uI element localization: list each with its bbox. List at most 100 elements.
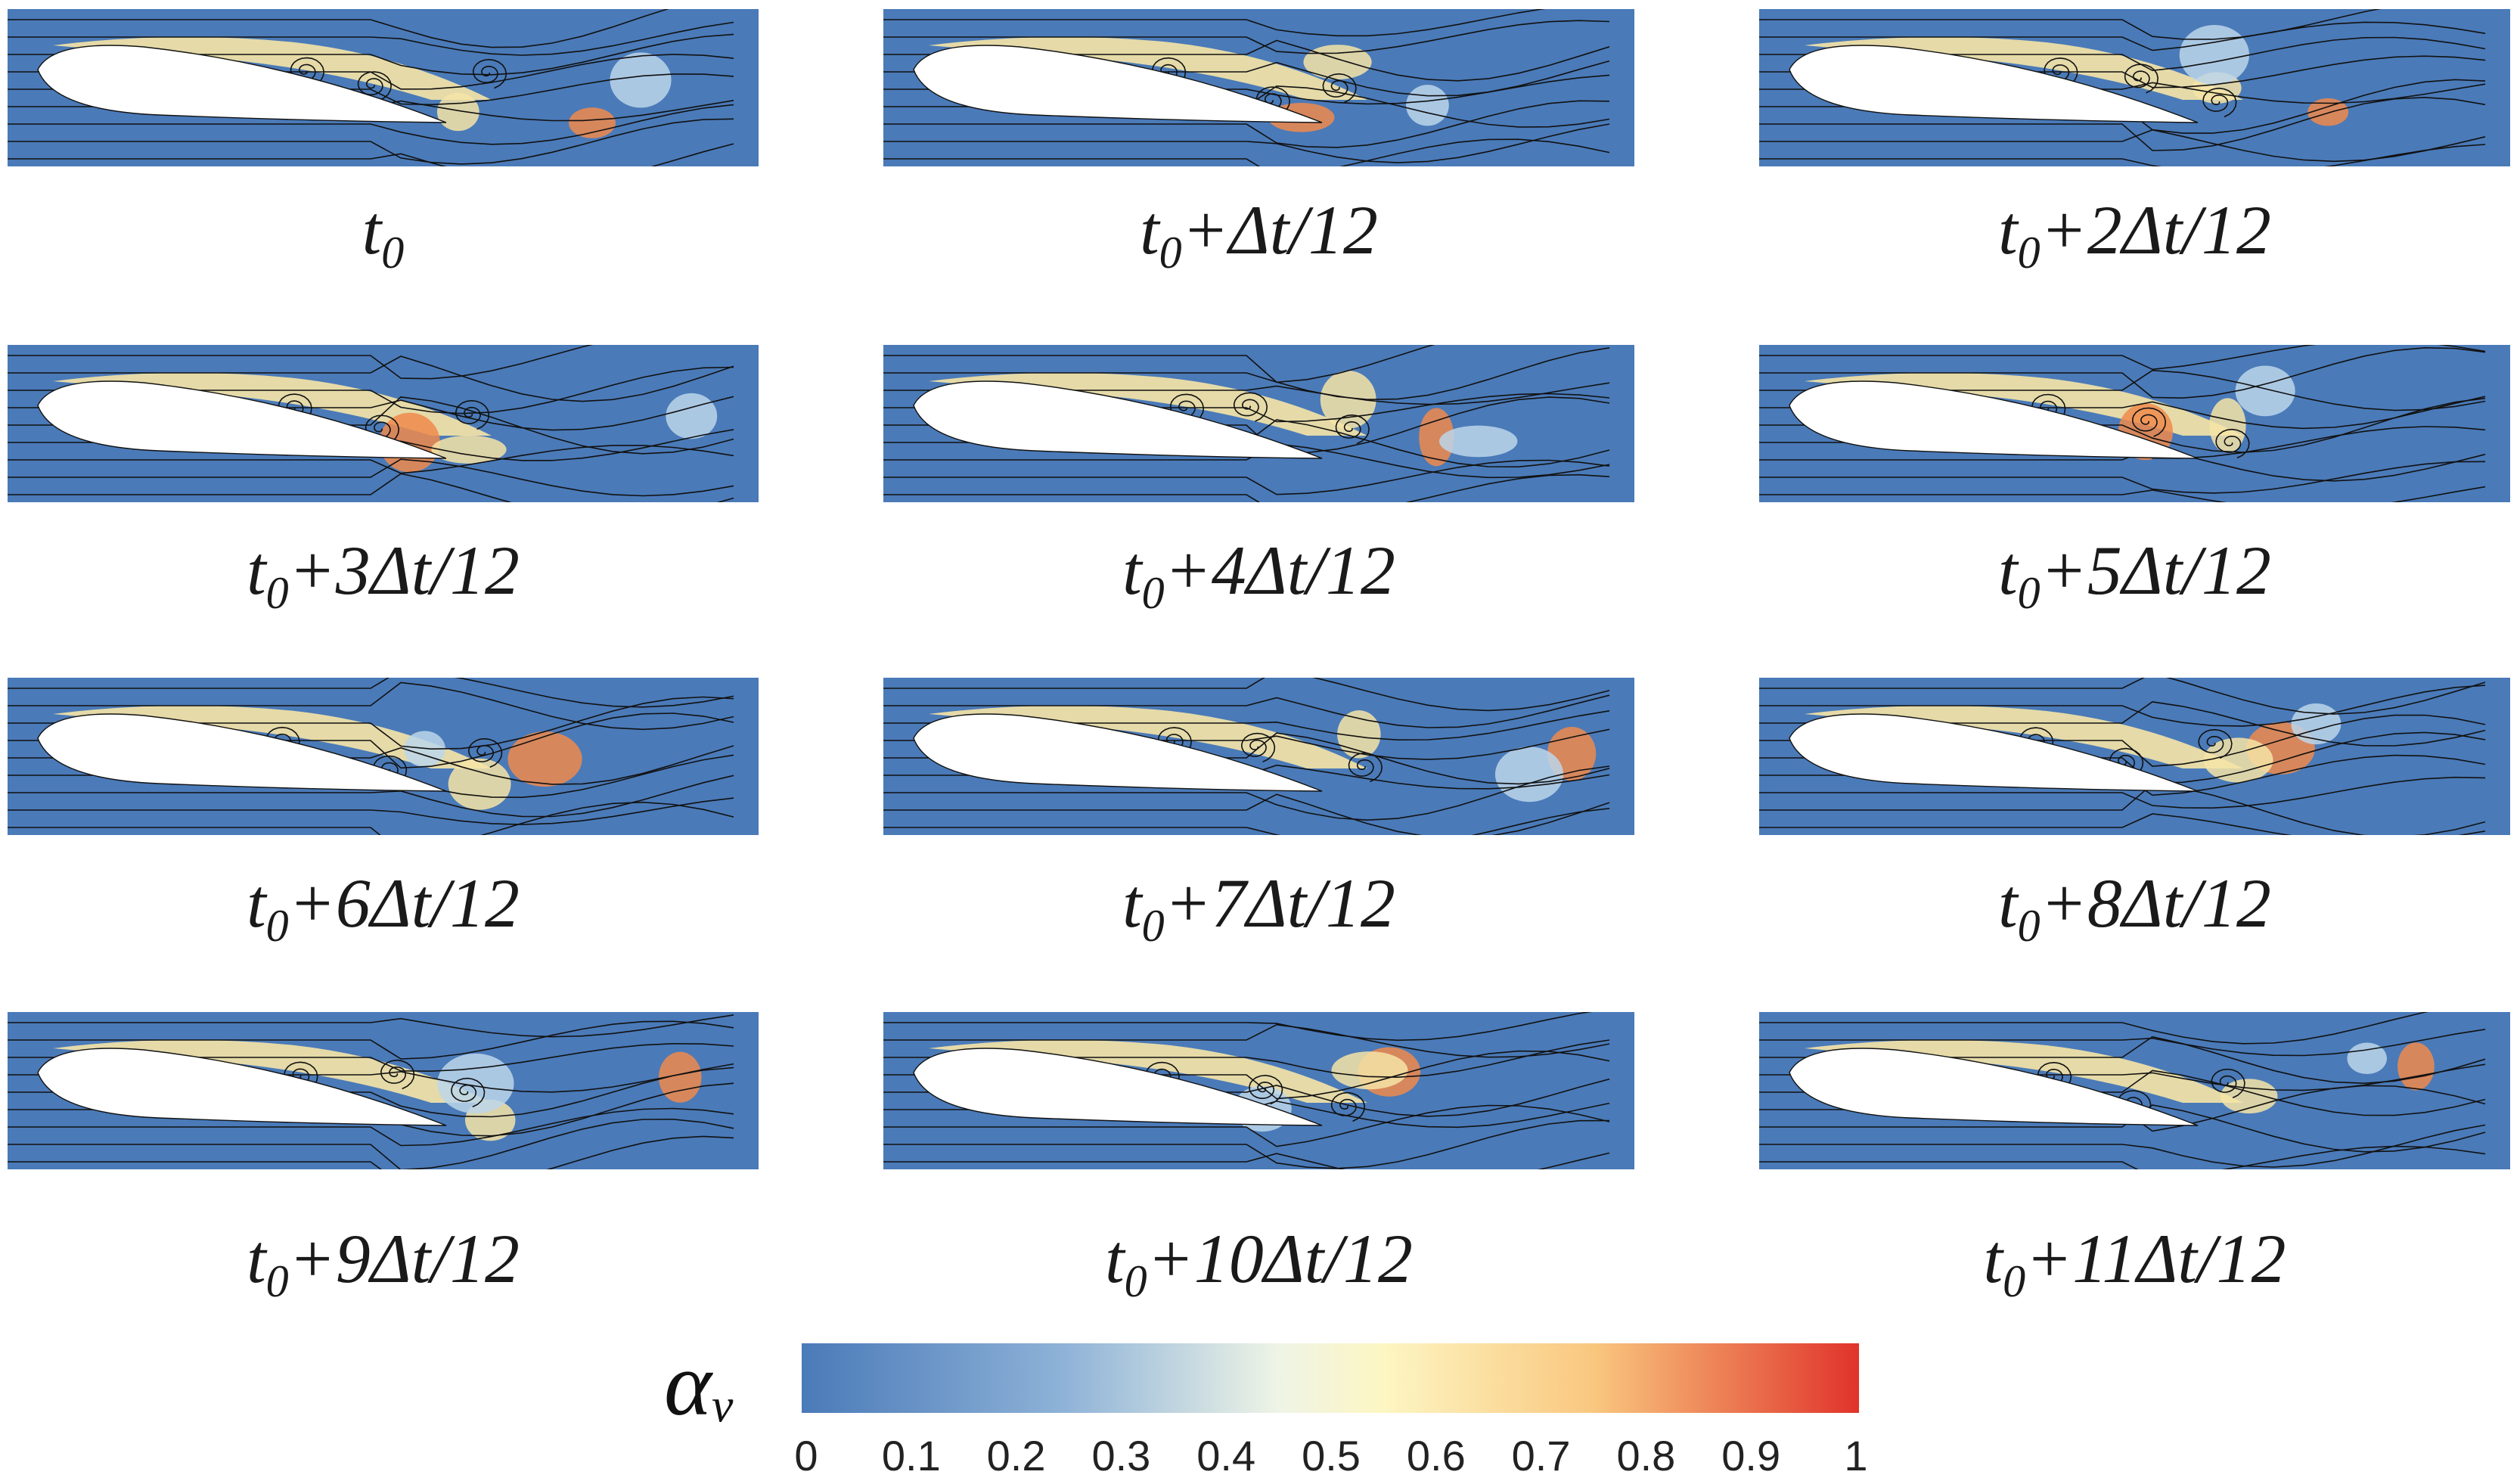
hydrofoil	[913, 713, 1323, 792]
hydrofoil	[37, 713, 447, 792]
vortex	[1249, 1074, 1283, 1105]
vapor-cloud	[610, 52, 672, 108]
streamline	[1759, 776, 2486, 809]
colorbar-tick: 1	[1844, 1432, 1868, 1479]
streamline	[1759, 21, 2486, 51]
vapor-cloud	[437, 92, 479, 132]
vapor-cloud	[1438, 425, 1518, 458]
flow-panel	[883, 678, 1634, 835]
streamline	[883, 1119, 1610, 1169]
streamline	[8, 445, 734, 474]
time-label: t0+Δt/12	[1140, 191, 1378, 278]
streamline	[1759, 486, 2486, 502]
flow-panel	[8, 345, 759, 502]
streamline	[8, 473, 734, 502]
streamline	[1759, 1145, 2486, 1169]
vortex	[467, 737, 503, 768]
time-label: t0+6Δt/12	[247, 865, 520, 952]
streamline	[883, 20, 1610, 54]
streamline	[1759, 1012, 2429, 1045]
streamline	[8, 1135, 734, 1169]
streamline	[1759, 461, 2486, 494]
vapor-cloud	[1320, 371, 1376, 429]
time-label: t0	[362, 191, 405, 278]
vortex	[2215, 428, 2250, 459]
vapor-cloud	[507, 731, 582, 787]
streamline	[1759, 813, 2486, 835]
vortex	[1322, 73, 1357, 104]
time-label: t0+7Δt/12	[1122, 865, 1395, 952]
vapor-cloud	[2179, 25, 2250, 85]
streamline	[8, 1118, 734, 1169]
streamline	[8, 681, 734, 731]
colorbar-tick: 0	[794, 1432, 818, 1479]
hydrofoil	[37, 380, 447, 459]
colorbar	[802, 1343, 1859, 1413]
streamline	[1759, 1029, 2486, 1057]
vapor-cloud	[1406, 85, 1449, 126]
time-label: t0+4Δt/12	[1122, 532, 1395, 619]
vortex	[451, 1077, 486, 1108]
vortex	[455, 399, 490, 430]
hydrofoil	[37, 1048, 447, 1126]
vortex	[1233, 392, 1268, 422]
streamline	[8, 21, 734, 56]
vapor-cloud	[2235, 365, 2295, 417]
streamline	[883, 473, 1610, 502]
streamline	[883, 442, 1610, 479]
vapor-cloud	[1337, 710, 1381, 759]
vapor-cloud	[666, 393, 718, 439]
colorbar-tick: 0.7	[1511, 1432, 1571, 1479]
streamline	[1759, 783, 2486, 835]
time-label: t0+5Δt/12	[1998, 532, 2271, 619]
streamline	[883, 1152, 1610, 1169]
time-label: t0+8Δt/12	[1998, 865, 2271, 952]
flow-panel	[1759, 1012, 2510, 1169]
hydrofoil	[913, 380, 1323, 459]
vapor-cloud	[437, 1053, 514, 1114]
streamline	[8, 1107, 734, 1147]
vapor-cloud	[1419, 408, 1454, 467]
colorbar-symbol: αv	[664, 1333, 734, 1434]
hydrofoil	[913, 45, 1323, 123]
streamline	[1759, 346, 2486, 399]
streamline	[883, 459, 1610, 495]
colorbar-tick: 0.4	[1196, 1432, 1256, 1479]
colorbar-tick: 0.3	[1091, 1432, 1151, 1479]
time-label: t0+10Δt/12	[1105, 1220, 1413, 1307]
streamline	[1759, 345, 2486, 371]
streamline	[1759, 1124, 2486, 1168]
streamline	[883, 694, 1610, 728]
flow-panel	[883, 1012, 1634, 1169]
vapor-cloud	[2203, 737, 2273, 783]
flow-panel	[8, 678, 759, 835]
streamline	[883, 1012, 1593, 1042]
streamline	[883, 678, 1610, 712]
streamline	[1759, 678, 2486, 715]
hydrofoil	[1789, 713, 2199, 792]
time-label: t0+2Δt/12	[1998, 191, 2271, 278]
colorbar-tick: 0.2	[986, 1432, 1046, 1479]
time-label: t0+3Δt/12	[247, 532, 520, 619]
flow-panel	[8, 9, 759, 166]
streamline	[883, 793, 1610, 835]
streamline	[8, 801, 734, 835]
colorbar-tick: 0.8	[1616, 1432, 1676, 1479]
flow-panel	[883, 9, 1634, 166]
streamline	[1759, 9, 2382, 40]
vortex	[365, 414, 400, 445]
vortex	[1169, 393, 1205, 424]
vapor-cloud	[569, 107, 616, 138]
vapor-cloud	[2307, 98, 2349, 126]
streamline	[8, 118, 734, 165]
streamline	[883, 347, 1610, 401]
vortex	[290, 57, 325, 87]
time-label: t0+9Δt/12	[247, 1220, 520, 1307]
colorbar-tick: 0.5	[1302, 1432, 1361, 1479]
vortex	[2198, 728, 2233, 759]
vapor-cloud	[1494, 747, 1564, 803]
streamline	[1759, 96, 2486, 151]
vortex	[2124, 64, 2159, 94]
streamline	[8, 345, 594, 380]
streamline	[8, 143, 734, 166]
